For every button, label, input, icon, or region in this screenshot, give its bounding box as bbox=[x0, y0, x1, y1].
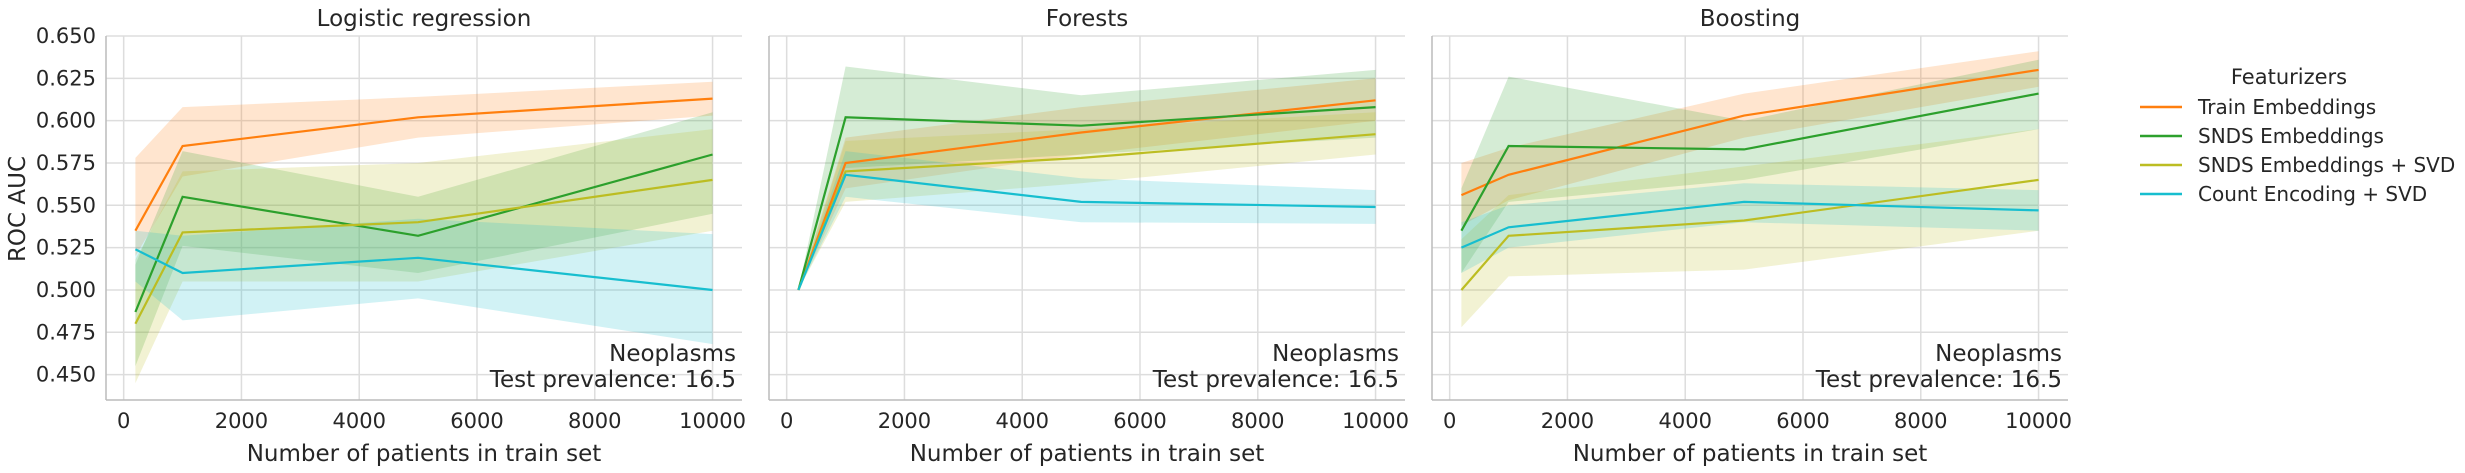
x-tick-label: 0 bbox=[780, 409, 793, 433]
x-tick-label: 0 bbox=[1443, 409, 1456, 433]
x-tick-label: 0 bbox=[117, 409, 130, 433]
x-tick-label: 10000 bbox=[2005, 409, 2072, 433]
y-tick-label: 0.575 bbox=[36, 151, 96, 175]
x-tick-label: 10000 bbox=[679, 409, 746, 433]
x-tick-label: 4000 bbox=[995, 409, 1048, 433]
series-line-snds-embeddings-svd bbox=[1460, 178, 2039, 291]
panel-logistic-regression: 0 2000 4000 6000 8000 10000 0.450 0.475 0.500 0.5… bbox=[36, 6, 746, 467]
x-tick-label: 8000 bbox=[1894, 409, 1947, 433]
x-tick-label: 6000 bbox=[450, 409, 503, 433]
x-tick-label: 4000 bbox=[332, 409, 385, 433]
x-axis-label: Number of patients in train set bbox=[247, 441, 602, 467]
legend-label-snds-embeddings: SNDS Embeddings bbox=[2198, 124, 2384, 148]
ci-band-snds-embeddings-svd bbox=[1461, 129, 2039, 328]
ci-band-train-embeddings bbox=[798, 78, 1376, 290]
series-line-count-encoding-svd bbox=[797, 173, 1376, 291]
legend-title: Featurizers bbox=[2231, 65, 2347, 89]
x-tick-label: 8000 bbox=[1231, 409, 1284, 433]
ci-band-snds-embeddings bbox=[1461, 59, 2039, 274]
series-line-count-encoding-svd bbox=[134, 248, 713, 292]
annotation-prevalence: Test prevalence: 16.5 bbox=[1152, 367, 1399, 393]
series-line-snds-embeddings bbox=[1460, 92, 2039, 232]
y-tick-label: 0.550 bbox=[36, 193, 96, 217]
x-tick-label: 2000 bbox=[215, 409, 268, 433]
panel-forests: 0 2000 4000 6000 8000 10000 Number of patients… bbox=[768, 6, 1409, 467]
x-tick-label: 8000 bbox=[568, 409, 621, 433]
x-tick-label: 10000 bbox=[1342, 409, 1409, 433]
legend: Featurizers Train Embeddings SNDS Embeddi… bbox=[2140, 65, 2455, 206]
annotation-category: Neoplasms bbox=[1935, 341, 2062, 367]
annotation-category: Neoplasms bbox=[1272, 341, 1399, 367]
legend-label-count-encoding-svd: Count Encoding + SVD bbox=[2198, 182, 2427, 206]
legend-label-train-embeddings: Train Embeddings bbox=[2197, 95, 2376, 119]
x-tick-label: 2000 bbox=[878, 409, 931, 433]
ci-band-train-embeddings bbox=[135, 81, 713, 257]
x-axis-label: Number of patients in train set bbox=[910, 441, 1265, 467]
y-axis-label: ROC AUC bbox=[5, 156, 31, 262]
ci-band-snds-embeddings bbox=[135, 112, 713, 367]
panel-boosting: 0 2000 4000 6000 8000 10000 Number of patients… bbox=[1431, 6, 2072, 467]
x-axis-label: Number of patients in train set bbox=[1573, 441, 1928, 467]
series-line-train-embeddings bbox=[134, 97, 713, 232]
ci-band-count-encoding-svd bbox=[135, 218, 713, 345]
legend-label-snds-embeddings-svd: SNDS Embeddings + SVD bbox=[2198, 153, 2455, 177]
annotation-prevalence: Test prevalence: 16.5 bbox=[1815, 367, 2062, 393]
series-line-snds-embeddings-svd bbox=[134, 178, 713, 325]
y-tick-label: 0.450 bbox=[36, 363, 96, 387]
x-tick-label: 4000 bbox=[1658, 409, 1711, 433]
annotation-prevalence: Test prevalence: 16.5 bbox=[489, 367, 736, 393]
panel-title: Forests bbox=[1046, 6, 1129, 32]
x-tick-label: 6000 bbox=[1113, 409, 1166, 433]
ci-band-snds-embeddings bbox=[798, 66, 1376, 290]
y-tick-label: 0.625 bbox=[36, 66, 96, 90]
y-tick-label: 0.650 bbox=[36, 24, 96, 48]
ci-band-snds-embeddings-svd bbox=[135, 129, 713, 384]
y-tick-label: 0.500 bbox=[36, 278, 96, 302]
series-line-train-embeddings bbox=[1460, 68, 2039, 197]
x-tick-label: 2000 bbox=[1541, 409, 1594, 433]
series-line-count-encoding-svd bbox=[1460, 200, 2039, 249]
series-line-snds-embeddings bbox=[134, 153, 713, 313]
y-tick-label: 0.525 bbox=[36, 236, 96, 260]
annotation-category: Neoplasms bbox=[609, 341, 736, 367]
ci-band-train-embeddings bbox=[1461, 51, 2039, 226]
panel-title: Logistic regression bbox=[317, 6, 532, 32]
y-tick-label: 0.475 bbox=[36, 320, 96, 344]
series-line-snds-embeddings bbox=[797, 106, 1376, 291]
y-tick-label: 0.600 bbox=[36, 109, 96, 133]
panel-title: Boosting bbox=[1700, 6, 1801, 32]
x-tick-label: 6000 bbox=[1776, 409, 1829, 433]
ci-band-snds-embeddings-svd bbox=[798, 112, 1376, 290]
